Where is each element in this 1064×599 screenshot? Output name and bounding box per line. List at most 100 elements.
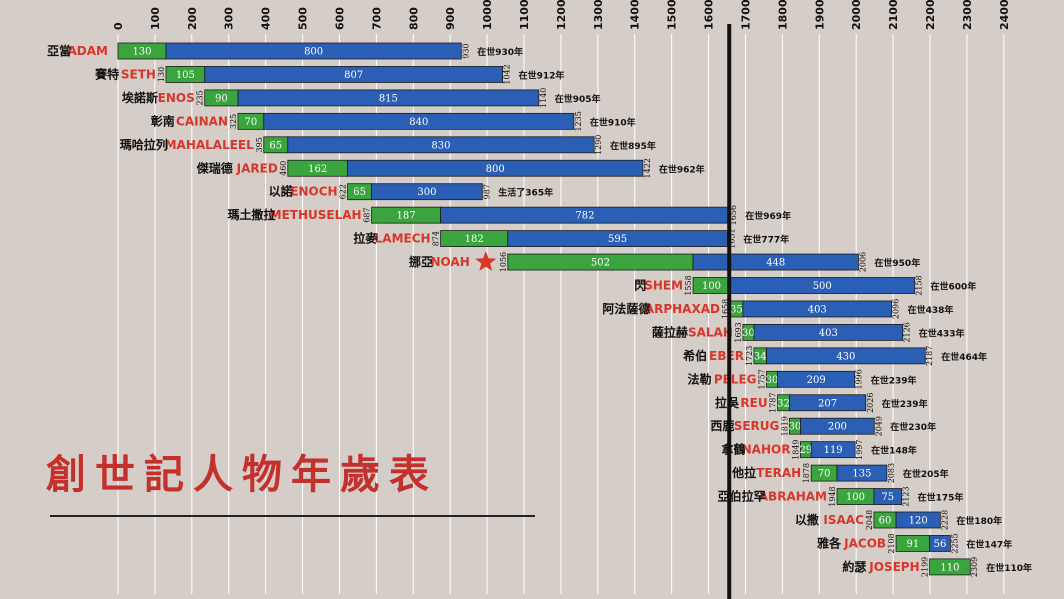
death-year-label: 2083: [887, 463, 896, 483]
chart-title: 創世記人物年歲表: [46, 451, 438, 498]
birth-year-label: 1787: [769, 393, 778, 413]
person-name-en: JOSEPH: [868, 560, 919, 574]
lifespan-label: 在世230年: [890, 421, 936, 433]
remaining-years-label: 782: [575, 211, 594, 222]
death-year-label: 987: [482, 184, 491, 199]
lifespan-label: 在世600年: [931, 281, 977, 293]
birth-year-label: 1819: [780, 416, 789, 436]
x-tick-label: 400: [260, 7, 273, 30]
lifespan-label: 生活了365年: [498, 187, 553, 199]
lifespan-label: 在世905年: [555, 93, 601, 105]
death-year-label: 2123: [902, 486, 911, 506]
x-tick-label: 600: [333, 7, 346, 30]
death-year-label: 2126: [903, 322, 912, 342]
death-year-label: 1140: [539, 88, 548, 108]
first-son-age-label: 182: [465, 234, 484, 245]
bar-remaining-segment: [287, 136, 595, 154]
remaining-years-label: 595: [608, 234, 627, 245]
x-tick-label: 2100: [887, 0, 900, 30]
lifespan-label: 在世147年: [966, 538, 1012, 550]
first-son-age-label: 105: [176, 70, 195, 81]
person-name-en: METHUSELAH: [270, 208, 362, 222]
remaining-years-label: 830: [431, 140, 450, 151]
person-name-cn: 亞當: [47, 43, 71, 58]
birth-year-label: 1757: [758, 369, 767, 389]
person-name-cn: 他拉: [731, 465, 756, 480]
remaining-years-label: 800: [486, 164, 505, 175]
first-son-age-label: 35: [730, 304, 743, 315]
x-tick-label: 1700: [739, 0, 752, 30]
bar-remaining-segment: [237, 89, 540, 107]
death-year-label: 2158: [915, 275, 924, 295]
birth-year-label: 687: [363, 208, 372, 223]
first-son-age-label: 100: [846, 492, 865, 503]
bar-remaining-segment: [165, 42, 462, 60]
first-son-age-label: 70: [245, 117, 258, 128]
remaining-years-label: 75: [881, 492, 894, 503]
lifespan-label: 在世895年: [610, 140, 656, 152]
birth-year-label: 1056: [499, 252, 508, 272]
person-name-cn: 薩拉赫: [652, 324, 688, 339]
death-year-label: 1235: [574, 111, 583, 131]
death-year-label: 2026: [866, 393, 875, 413]
first-son-age-label: 100: [702, 281, 721, 292]
birth-year-label: 1849: [791, 439, 800, 459]
person-name-en: NAHOR: [742, 443, 791, 457]
remaining-years-label: 840: [409, 117, 428, 128]
x-tick-label: 1300: [592, 0, 605, 30]
first-son-age-label: 90: [215, 93, 228, 104]
death-year-label: 2096: [892, 299, 901, 319]
birth-year-label: 460: [279, 161, 288, 176]
lifespan-label: 在世205年: [903, 468, 949, 480]
lifespan-label: 在世777年: [743, 234, 789, 246]
x-tick-label: 2400: [998, 0, 1011, 30]
person-name-en: LAMECH: [375, 232, 431, 246]
first-son-age-label: 65: [269, 140, 282, 151]
birth-year-label: 2048: [865, 510, 874, 530]
lifespan-label: 在世438年: [908, 304, 954, 316]
remaining-years-label: 403: [819, 328, 838, 339]
person-name-cn: 閃: [634, 279, 646, 293]
death-year-label: 1656: [729, 205, 738, 225]
person-name-cn: 約瑟: [842, 559, 866, 574]
birth-year-label: 1723: [745, 346, 754, 366]
bar-remaining-segment: [929, 535, 951, 552]
remaining-years-label: 207: [818, 398, 837, 409]
first-son-age-label: 130: [132, 47, 151, 58]
x-tick-label: 1200: [555, 0, 568, 30]
bar-remaining-segment: [800, 417, 875, 435]
person-name-en: MAHALALEEL: [165, 138, 255, 152]
person-name-cn: 拉麥: [353, 231, 378, 246]
star-icon: [475, 251, 497, 271]
bar-remaining-segment: [895, 511, 941, 529]
bar-remaining-segment: [263, 112, 575, 130]
person-name-cn: 以撒: [795, 512, 820, 527]
person-name-cn: 希伯: [682, 348, 707, 363]
x-tick-label: 2200: [924, 0, 937, 30]
person-name-en: ENOCH: [290, 185, 337, 199]
first-son-age-label: 502: [591, 258, 610, 269]
first-son-age-label: 187: [397, 211, 416, 222]
remaining-years-label: 430: [836, 351, 855, 362]
person-name-en: CAINAN: [176, 114, 228, 128]
birth-year-label: 130: [157, 67, 166, 82]
x-tick-label: 900: [444, 7, 457, 30]
person-name-en: SHEM: [644, 279, 683, 293]
person-name-en: REU: [740, 396, 767, 410]
remaining-years-label: 200: [828, 422, 847, 433]
remaining-years-label: 56: [934, 539, 947, 550]
birth-year-label: 1693: [734, 322, 743, 342]
remaining-years-label: 500: [813, 281, 832, 292]
person-name-cn: 阿法薩德: [602, 301, 650, 316]
death-year-label: 2049: [874, 416, 883, 436]
birth-year-label: 1878: [802, 463, 811, 483]
first-son-age-label: 32: [777, 398, 790, 409]
lifespan-label: 在世180年: [956, 515, 1002, 527]
lifespan-label: 在世962年: [659, 163, 705, 175]
birth-year-label: 325: [229, 114, 238, 129]
x-tick-label: 1800: [776, 0, 789, 30]
birth-year-label: 2199: [921, 557, 930, 577]
first-son-age-label: 70: [818, 469, 831, 480]
first-son-age-label: 110: [940, 562, 959, 573]
person-name-cn: 埃諾斯: [122, 90, 158, 105]
